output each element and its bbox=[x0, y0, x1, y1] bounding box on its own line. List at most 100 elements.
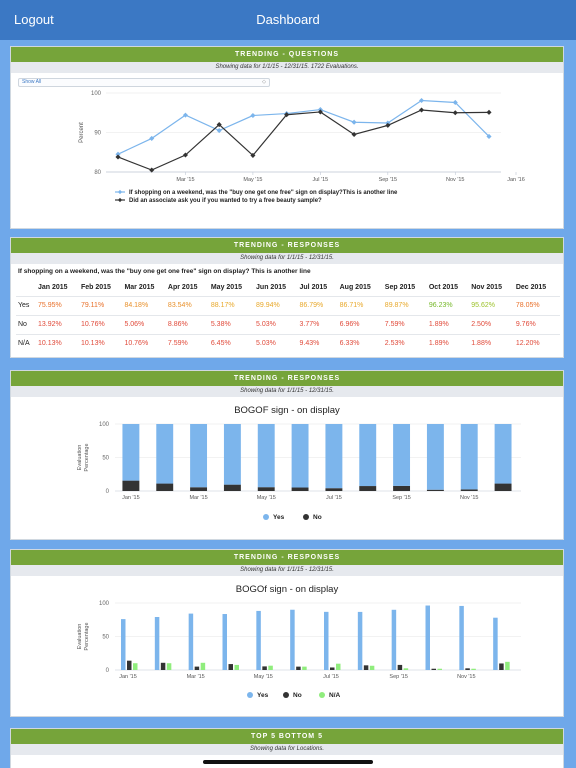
table-cell: 7.59% bbox=[384, 314, 429, 334]
legend-marker bbox=[319, 692, 325, 698]
y-tick-label: 0 bbox=[106, 489, 110, 495]
logout-button[interactable]: Logout bbox=[14, 12, 54, 27]
table-cell: 2.50% bbox=[471, 314, 516, 334]
chevron-down-icon: ◇ bbox=[262, 79, 266, 85]
bar bbox=[465, 668, 470, 670]
table-cell: 84.18% bbox=[124, 295, 168, 315]
bar-segment bbox=[190, 424, 208, 488]
y-axis-label-line1: Evaluation bbox=[77, 624, 83, 650]
data-point bbox=[182, 152, 189, 158]
y-axis-label-line1: Evaluation bbox=[77, 445, 83, 471]
table-cell: 78.05% bbox=[515, 295, 560, 315]
responses-table: Jan 2015 Feb 2015 Mar 2015 Apr 2015 May 2015… bbox=[16, 280, 560, 353]
table-cell: 10.76% bbox=[124, 333, 168, 353]
bar-segment bbox=[494, 424, 512, 484]
x-tick-label: May '15 bbox=[254, 674, 273, 680]
data-point bbox=[115, 151, 121, 157]
table-cell: 89.87% bbox=[384, 295, 429, 315]
question-filter-select[interactable]: Show All ◇ bbox=[18, 78, 270, 87]
legend-label: No bbox=[293, 692, 302, 699]
bar-segment bbox=[325, 488, 343, 491]
bar-segment bbox=[460, 424, 478, 490]
table-cell: 8.86% bbox=[167, 314, 211, 334]
table-cell: 5.38% bbox=[210, 314, 257, 334]
x-tick-label: Jul '15 bbox=[323, 674, 339, 680]
bar bbox=[369, 665, 375, 670]
table-cell: 13.92% bbox=[38, 314, 81, 334]
table-cell: 7.59% bbox=[167, 333, 211, 353]
legend-marker bbox=[247, 692, 253, 698]
bar bbox=[166, 663, 172, 670]
table-cell: 10.13% bbox=[38, 333, 81, 353]
bar bbox=[200, 662, 206, 670]
bar-segment bbox=[325, 424, 343, 489]
table-cell: 96.23% bbox=[428, 295, 472, 315]
x-tick-label: Sep '15 bbox=[392, 495, 410, 501]
bar bbox=[234, 664, 239, 670]
trending-responses-stacked-card: TRENDING - RESPONSES Showing data for 1/… bbox=[10, 370, 564, 540]
bar bbox=[188, 613, 194, 670]
x-tick-label: Sep '15 bbox=[379, 177, 397, 183]
table-cell: 83.54% bbox=[167, 295, 211, 315]
table-cell: 12.20% bbox=[515, 333, 560, 353]
navigation-bar: Logout Dashboard bbox=[0, 0, 576, 40]
question-text: If shopping on a weekend, was the "buy o… bbox=[18, 268, 311, 275]
table-cell: 88.17% bbox=[210, 295, 257, 315]
bar bbox=[194, 666, 200, 670]
bar-segment bbox=[122, 480, 140, 491]
top-bottom-card: TOP 5 BOTTOM 5 Showing data for Location… bbox=[10, 728, 564, 768]
trending-responses-table-card: TRENDING - RESPONSES Showing data for 1/… bbox=[10, 237, 564, 358]
bar-segment bbox=[257, 487, 275, 491]
table-cell: 1.89% bbox=[428, 333, 472, 353]
x-tick-label: Sep '15 bbox=[389, 674, 407, 680]
card-header: TOP 5 BOTTOM 5 bbox=[11, 729, 563, 744]
x-tick-label: Mar '15 bbox=[189, 495, 207, 501]
table-cell: 10.76% bbox=[80, 314, 125, 334]
bar bbox=[121, 619, 126, 670]
bar bbox=[397, 664, 403, 670]
bar-segment bbox=[359, 424, 377, 487]
month-header: Apr 2015 bbox=[167, 284, 198, 292]
table-cell: 79.11% bbox=[80, 295, 125, 315]
bar bbox=[357, 611, 363, 670]
bar-segment bbox=[291, 487, 309, 491]
table-cell: 10.13% bbox=[80, 333, 125, 353]
table-cell: 9.43% bbox=[299, 333, 340, 353]
filter-value: Show All bbox=[22, 79, 42, 85]
bar-segment bbox=[190, 487, 208, 491]
bar bbox=[363, 665, 369, 670]
x-tick-label: Jul '15 bbox=[326, 495, 342, 501]
legend-label: Did an associate ask you if you wanted t… bbox=[129, 198, 322, 204]
row-label: Yes bbox=[16, 295, 38, 315]
month-header: Jul 2015 bbox=[299, 284, 328, 292]
bar bbox=[154, 616, 160, 670]
table-cell: 9.76% bbox=[515, 314, 560, 334]
month-header: Feb 2015 bbox=[80, 284, 111, 292]
legend-label: N/A bbox=[329, 692, 341, 699]
bar-segment bbox=[156, 424, 174, 484]
card-subheader: Showing data for 1/1/15 - 12/31/15. bbox=[11, 565, 563, 576]
bar bbox=[228, 664, 233, 670]
legend-marker bbox=[263, 514, 269, 520]
legend-marker bbox=[303, 514, 309, 520]
card-subheader: Showing data for 1/1/15 - 12/31/15. bbox=[11, 253, 563, 264]
table-cell: 6.96% bbox=[339, 314, 385, 334]
bar bbox=[493, 617, 498, 670]
series-line bbox=[117, 99, 490, 155]
home-indicator[interactable] bbox=[203, 760, 373, 764]
series-line bbox=[117, 109, 490, 171]
table-cell: 1.89% bbox=[428, 314, 472, 334]
x-tick-label: Nov '15 bbox=[460, 495, 478, 501]
y-tick-label: 100 bbox=[99, 601, 110, 607]
bar bbox=[160, 662, 166, 670]
bar-segment bbox=[426, 424, 444, 490]
card-header: TRENDING - RESPONSES bbox=[11, 238, 563, 253]
bar bbox=[425, 605, 430, 670]
table-row: No 13.92% 10.76% 5.06% 8.86% 5.38% 5.03% 3.77% 6… bbox=[16, 314, 560, 334]
bar bbox=[268, 665, 273, 670]
bar bbox=[459, 605, 464, 670]
table-cell: 5.03% bbox=[256, 333, 300, 353]
header-blank bbox=[16, 280, 38, 296]
month-header: May 2015 bbox=[210, 284, 242, 292]
trending-line-chart: 100 90 80 Percent Mar '15 May '15 Jul '15 Sep '… bbox=[79, 91, 525, 204]
